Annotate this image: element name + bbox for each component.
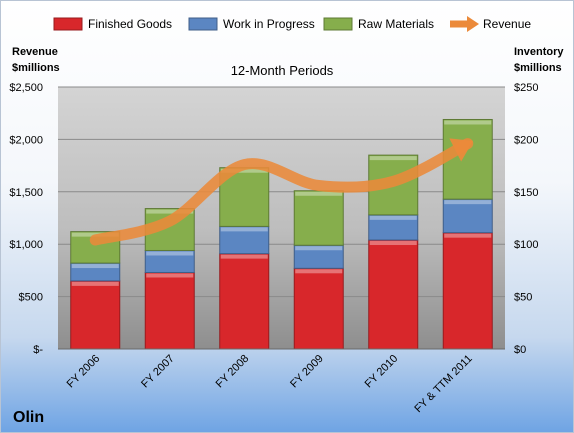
left-axis-title-line2: $millions [12,62,60,74]
revenue-arrow-head [449,138,474,162]
bar-segment-highlight [444,200,492,205]
legend-swatch-work-in-progress [188,17,218,31]
bar-segment-highlight [71,281,119,286]
right-tick-label: $150 [514,187,538,199]
bar-finished-goods [442,232,493,350]
bar-segment-highlight [295,246,343,251]
category-label: FY 2006 [65,353,103,391]
bar-segment-highlight [220,168,268,173]
right-tick-label: $50 [514,292,532,304]
bar-finished-goods [70,280,121,350]
category-label: FY 2007 [139,353,177,391]
bar-finished-goods [293,267,344,350]
category-label: FY & TTM 2011 [412,353,475,416]
legend-swatch-finished-goods [53,17,83,31]
legend-label: Work in Progress [223,17,315,31]
bar-segment-highlight [71,264,119,269]
category-label: FY 2008 [214,353,252,391]
left-tick-label: $500 [19,292,43,304]
bar-segment-highlight [295,269,343,274]
bar-finished-goods [219,253,270,350]
bar-segment-highlight [146,209,194,214]
right-axis-title-line1: Inventory [514,46,564,58]
legend: Finished Goods Work in Progress Raw Materi… [53,16,531,32]
right-tick-label: $200 [514,134,538,146]
company-name: Olin [13,409,44,426]
chart-subtitle: 12-Month Periods [231,63,334,78]
category-label: FY 2010 [363,353,401,391]
plot-area [58,87,505,349]
legend-label: Revenue [483,17,531,31]
bar-raw-materials [442,118,493,200]
bar-segment-highlight [295,191,343,196]
left-tick-label: $1,000 [9,239,43,251]
right-tick-label: $100 [514,239,538,251]
legend-swatch-raw-materials [323,17,353,31]
bar-segment-highlight [369,215,417,220]
right-tick-label: $0 [514,344,526,356]
legend-swatch-revenue-arrow [467,16,479,32]
bar-segment-highlight [146,251,194,256]
bar-segment-highlight [369,156,417,161]
left-axis-title-line1: Revenue [12,46,58,58]
right-tick-label: $250 [514,82,538,94]
bar-segment-highlight [444,120,492,125]
legend-label: Finished Goods [88,17,172,31]
legend-label: Raw Materials [358,17,434,31]
bar-segment-highlight [444,233,492,238]
bar-segment-highlight [220,254,268,259]
bar-raw-materials [293,190,344,246]
bar-segment-highlight [220,227,268,232]
left-tick-label: $2,500 [9,82,43,94]
bar-segment-highlight [146,273,194,278]
category-label: FY 2009 [288,353,326,391]
bar-finished-goods [144,271,195,350]
bar-finished-goods [368,239,419,350]
left-tick-label: $1,500 [9,187,43,199]
left-tick-label: $- [33,344,43,356]
bar-work-in-progress [442,198,493,234]
left-tick-label: $2,000 [9,134,43,146]
revenue-line [89,138,474,246]
revenue-line-path [89,138,474,246]
right-axis-title-line2: $millions [514,62,562,74]
bar-segment-highlight [369,241,417,246]
